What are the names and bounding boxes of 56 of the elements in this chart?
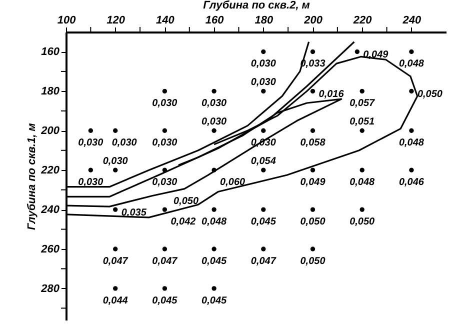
annotation: 0,042 [170,216,196,228]
annotation: 0,030 [152,177,178,188]
annotation: 0,045 [202,256,227,267]
annotation: 0,048 [202,216,227,228]
x-tick-label: 200 [303,14,324,26]
annotation: 0,030 [250,58,276,70]
y-tick-label: 240 [40,204,60,216]
x-axis-title: Глубина по скв.2, м [203,0,310,12]
annotation: 0,030 [78,138,104,149]
x-tick-label: 220 [352,14,373,26]
annotation: 0,048 [398,58,424,70]
annotation: 0,060 [220,177,246,188]
annotation: 0,048 [350,177,376,188]
annotation: 0,030 [202,116,227,128]
annotation: 0,030 [102,156,128,168]
annotation: 0,035 [121,208,147,219]
y-tick-label: 220 [40,164,60,177]
annotation: 0,045 [202,295,227,306]
annotation: 0,047 [102,256,128,267]
annotation: 0,044 [102,295,128,306]
annotation: 0,050 [350,216,376,228]
annotation: 0,050 [300,216,326,228]
x-tick-label: 240 [402,14,422,26]
x-tick-label: 140 [156,14,176,26]
annotation: 0,046 [398,177,424,188]
annotation: 0,049 [300,177,326,188]
annotation: 0,030 [152,138,178,149]
y-axis-title: Глубина по скв.1, м [26,123,38,230]
annotation: 0,057 [350,98,376,110]
y-tick-label: 260 [40,243,60,256]
x-tick-label: 180 [254,14,274,26]
annotation: 0,016 [318,89,344,100]
annotation: 0,050 [174,196,199,208]
x-tick-label: 120 [106,14,126,26]
annotation: 0,030 [202,98,227,110]
annotation: 0,050 [300,256,326,267]
annotation: 0,030 [250,77,276,88]
annotation: 0,030 [112,138,138,149]
annotation: 0,049 [363,50,389,61]
y-tick-label: 280 [40,282,60,295]
annotation: 0,051 [350,116,376,128]
annotation: 0,047 [152,256,178,267]
annotation: 0,058 [300,138,326,149]
x-tick-label: 160 [205,14,225,26]
annotation: 0,045 [152,295,178,306]
annotation: 0,047 [250,256,276,267]
x-tick-label: 100 [57,14,77,26]
annotation: 0,050 [417,89,443,100]
y-tick-label: 180 [41,86,60,98]
annotation: 0,030 [152,98,178,110]
annotation: 0,030 [78,177,104,188]
annotation: 0,045 [250,216,276,228]
y-tick-label: 200 [40,125,60,138]
annotation: 0,054 [250,156,276,168]
y-tick-label: 160 [41,46,60,58]
annotation: 0,048 [398,138,424,149]
